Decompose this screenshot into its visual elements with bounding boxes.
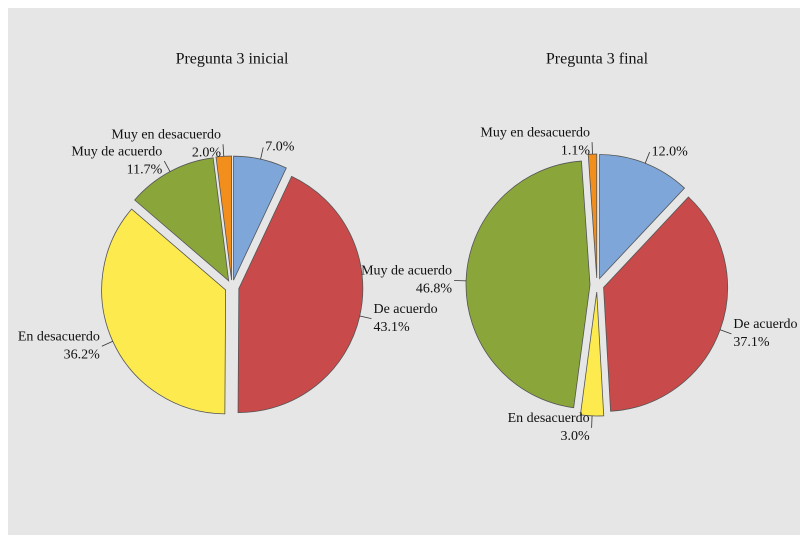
pie-slice [237,175,364,413]
slice-label: En desacuerdo [18,329,100,344]
leader-line [222,144,225,157]
value-label: 36.2% [64,347,101,362]
chart-title: Pregunta 3 final [546,51,649,68]
slice-label: Muy en desacuerdo [111,128,221,143]
leader-line [101,340,113,347]
value-label: 1.1% [561,143,591,158]
slice-label: De acuerdo [373,302,437,317]
pie-slice [215,155,232,281]
leader-line [163,160,171,172]
value-label: 46.8% [416,282,453,297]
leader-line [719,329,732,335]
value-label: 12.0% [652,144,689,159]
leader-line [260,147,264,160]
value-label: 37.1% [733,335,770,350]
slice-label: De acuerdo [733,317,797,332]
slice-label: En desacuerdo [508,411,590,426]
pie-slice [101,208,227,415]
slice-label: Muy de acuerdo [361,264,452,279]
value-label: 11.7% [127,162,163,177]
value-label: 43.1% [373,320,410,335]
pie-slice [233,155,287,281]
value-label: 2.0% [192,146,222,161]
leader-line [359,315,372,320]
slice-label: Muy de acuerdo [71,144,162,159]
value-label: 3.0% [560,429,590,444]
chart-title: Pregunta 3 inicial [176,51,289,68]
pie-slice [465,160,591,409]
pie-slice [599,154,686,280]
value-label: 7.0% [265,140,295,155]
slice-label: Muy en desacuerdo [480,125,590,140]
leader-line [644,151,651,164]
